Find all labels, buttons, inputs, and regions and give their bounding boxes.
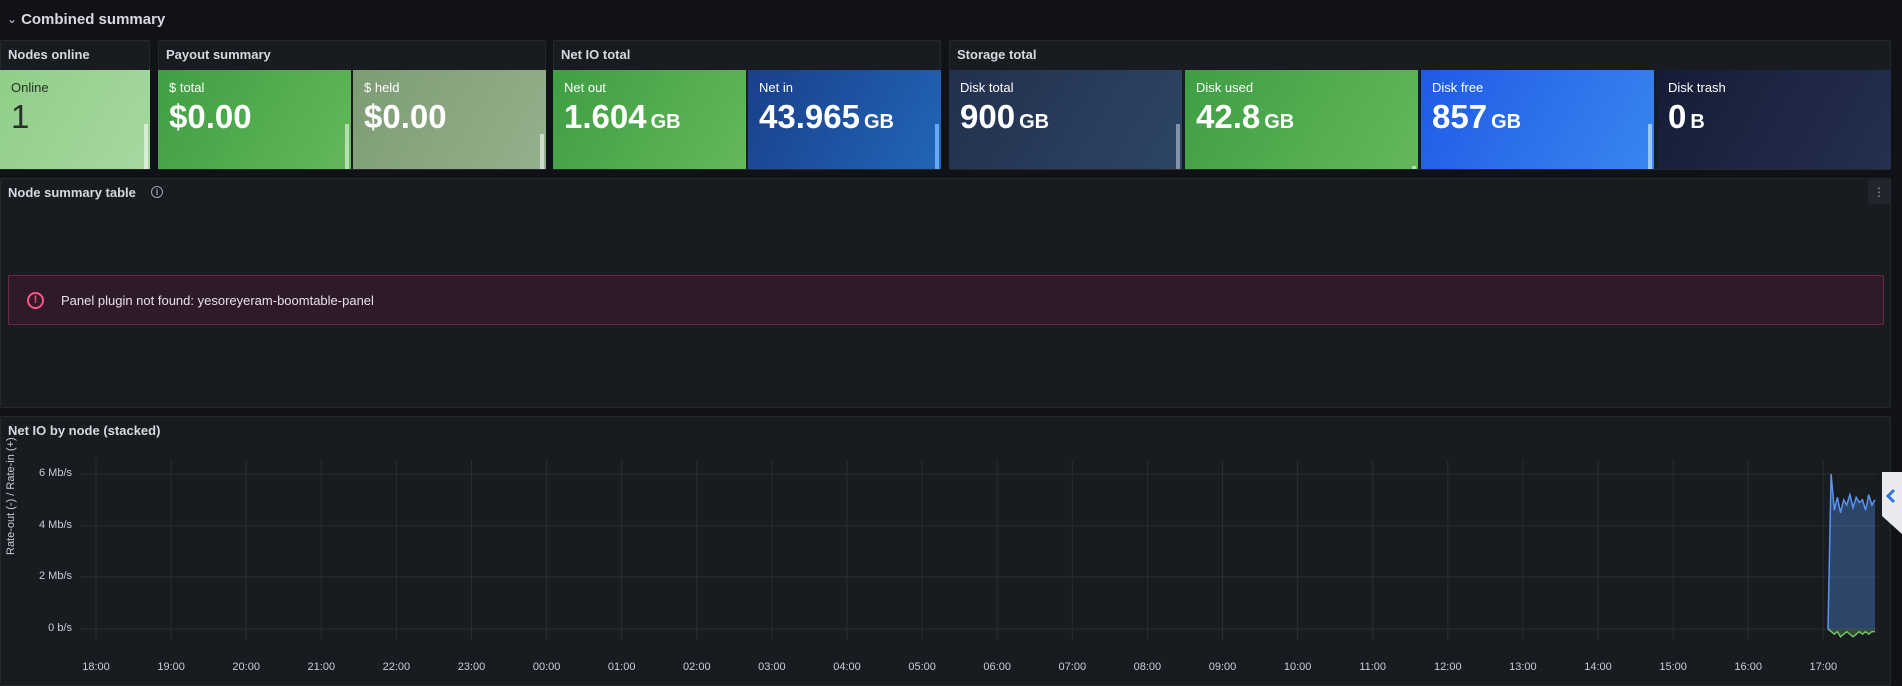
stat-disk-total[interactable]: Disk total 900 GB xyxy=(949,70,1182,169)
sparkline xyxy=(1412,166,1416,169)
x-tick-label: 04:00 xyxy=(833,661,861,673)
x-tick-label: 19:00 xyxy=(157,661,185,673)
x-tick-label: 14:00 xyxy=(1584,661,1612,673)
x-tick-label: 23:00 xyxy=(457,661,486,673)
stat-net-in[interactable]: Net in 43.965 GB xyxy=(748,70,941,169)
stat-value: 1 xyxy=(11,98,30,135)
sparkline xyxy=(345,124,349,169)
x-tick-label: 03:00 xyxy=(758,661,786,673)
stat-label: $ held xyxy=(364,80,400,95)
x-tick-label: 16:00 xyxy=(1734,661,1762,673)
sparkline xyxy=(1648,124,1652,169)
x-tick-label: 18:00 xyxy=(82,661,110,673)
sparkline xyxy=(1176,124,1180,169)
panel-net-io-by-node: Net IO by node (stacked) xyxy=(0,416,1891,686)
chevron-left-icon xyxy=(1885,488,1896,504)
row-header-combined-summary[interactable]: ⌄ Combined summary xyxy=(0,0,1902,38)
stat-value: 1.604 GB xyxy=(564,98,681,135)
stat-label: Disk total xyxy=(960,80,1014,95)
x-tick-label: 09:00 xyxy=(1208,661,1237,673)
net-io-chart[interactable] xyxy=(0,450,1902,650)
x-tick-label: 07:00 xyxy=(1058,661,1087,673)
x-tick-label: 08:00 xyxy=(1133,661,1162,673)
stat-value: $0.00 xyxy=(169,98,252,135)
x-tick-label: 17:00 xyxy=(1809,661,1838,673)
collapse-sidebar-tab[interactable] xyxy=(1878,472,1902,534)
panel-title: Node summary table xyxy=(8,185,136,200)
stat-label: Disk free xyxy=(1432,80,1484,95)
panel-title: Storage total xyxy=(957,47,1037,62)
series-line-1 xyxy=(1827,628,1875,638)
stat-label: Disk used xyxy=(1196,80,1254,95)
x-tick-label: 21:00 xyxy=(307,661,336,673)
y-tick-label: 4 Mb/s xyxy=(38,519,72,531)
stat-dollar-held[interactable]: $ held $0.00 xyxy=(353,70,546,169)
panel-title: Net IO by node (stacked) xyxy=(8,423,161,438)
info-icon[interactable]: i xyxy=(151,186,163,198)
stat-net-out[interactable]: Net out 1.604 GB xyxy=(553,70,746,169)
stat-value: $0.00 xyxy=(364,98,447,135)
stat-disk-free[interactable]: Disk free 857 GB xyxy=(1421,70,1654,169)
x-tick-label: 05:00 xyxy=(908,661,936,673)
chevron-down-icon[interactable]: ⌄ xyxy=(7,12,18,26)
x-tick-label: 01:00 xyxy=(607,661,636,673)
stat-dollar-total[interactable]: $ total $0.00 xyxy=(158,70,351,169)
x-tick-label: 22:00 xyxy=(382,661,411,673)
stat-value: 43.965 GB xyxy=(759,98,894,135)
x-tick-label: 20:00 xyxy=(232,661,260,673)
sparkline xyxy=(935,124,939,169)
error-message: Panel plugin not found: yesoreyeram-boom… xyxy=(61,292,374,308)
x-tick-label: 00:00 xyxy=(532,661,561,673)
sparkline xyxy=(540,134,544,169)
error-alert: ! Panel plugin not found: yesoreyeram-bo… xyxy=(8,275,1884,325)
panel-title: Nodes online xyxy=(8,47,90,62)
series-line-0 xyxy=(1827,473,1876,630)
y-tick-label: 0 b/s xyxy=(48,622,72,634)
row-title: Combined summary xyxy=(21,10,166,28)
stat-value: 857 GB xyxy=(1432,98,1522,135)
y-tick-label: 2 Mb/s xyxy=(38,570,72,582)
x-tick-label: 12:00 xyxy=(1434,661,1462,673)
x-tick-label: 15:00 xyxy=(1659,661,1687,673)
x-tick-label: 13:00 xyxy=(1509,661,1537,673)
stat-label: Online xyxy=(11,80,49,95)
stat-label: Net out xyxy=(564,80,606,95)
stat-label: $ total xyxy=(169,80,205,95)
alert-circle-icon: ! xyxy=(27,291,44,309)
x-tick-label: 11:00 xyxy=(1359,661,1387,673)
stat-value: 42.8 GB xyxy=(1196,98,1295,135)
stat-online[interactable]: Online 1 xyxy=(0,70,150,169)
stat-label: Disk trash xyxy=(1668,80,1726,95)
panel-title: Net IO total xyxy=(561,47,631,62)
stat-disk-used[interactable]: Disk used 42.8 GB xyxy=(1185,70,1418,169)
panel-title: Payout summary xyxy=(166,47,271,62)
x-tick-label: 02:00 xyxy=(683,661,711,673)
panel-menu-button[interactable]: ⋮ xyxy=(1868,180,1890,204)
y-tick-label: 6 Mb/s xyxy=(38,467,72,479)
x-tick-label: 10:00 xyxy=(1283,661,1312,673)
stat-label: Net in xyxy=(759,80,793,95)
sparkline xyxy=(144,124,148,169)
x-tick-label: 06:00 xyxy=(983,661,1011,673)
stat-value: 900 GB xyxy=(960,98,1050,135)
